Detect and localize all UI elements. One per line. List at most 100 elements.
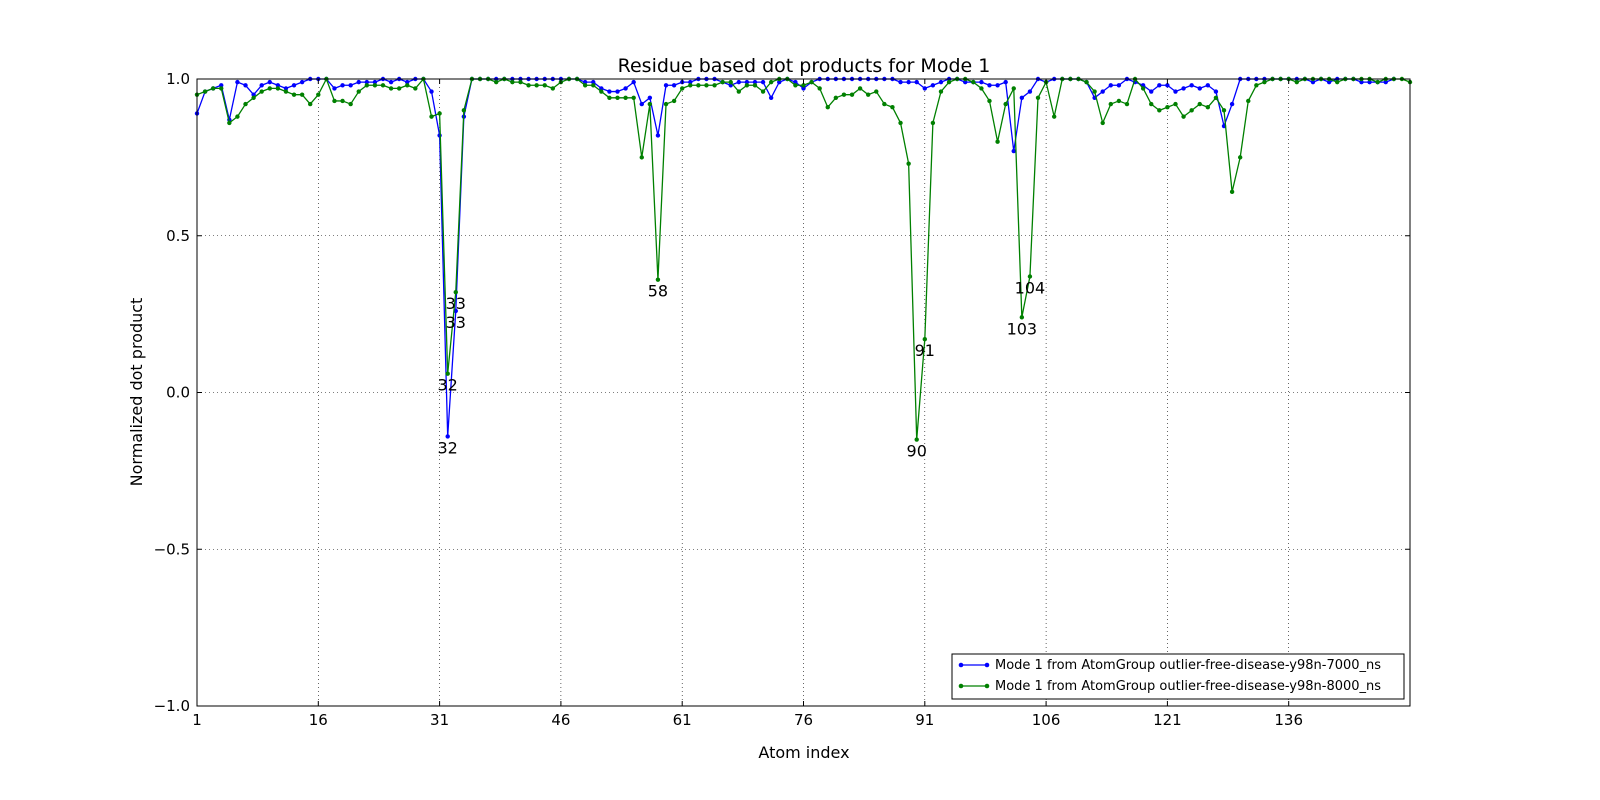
data-point	[388, 79, 394, 85]
data-point	[801, 83, 806, 88]
data-point	[526, 83, 531, 88]
data-point	[283, 86, 289, 91]
data-point	[364, 79, 370, 85]
data-point	[987, 83, 992, 88]
data-point	[809, 79, 814, 85]
data-point	[202, 89, 208, 94]
data-point	[987, 98, 992, 104]
data-point	[1003, 79, 1008, 85]
data-point	[647, 101, 653, 107]
data-point	[405, 79, 410, 85]
data-point	[793, 79, 798, 85]
data-point	[930, 120, 936, 126]
x-axis-label: Atom index	[758, 743, 849, 762]
data-point	[1173, 101, 1178, 107]
data-point	[1367, 79, 1372, 85]
data-point	[865, 92, 871, 97]
data-point	[1229, 101, 1235, 107]
data-point	[688, 79, 693, 85]
data-point	[243, 83, 248, 88]
data-point	[914, 437, 919, 442]
data-point	[299, 92, 305, 97]
data-point	[299, 79, 305, 85]
data-point	[1035, 95, 1041, 101]
x-tick-label: 31	[430, 711, 449, 729]
data-point	[1108, 101, 1113, 107]
series-0	[194, 76, 1397, 439]
data-point	[857, 86, 863, 91]
data-point	[696, 83, 701, 88]
data-point	[607, 89, 612, 94]
data-point	[801, 86, 806, 91]
data-point	[291, 83, 297, 88]
data-point	[1359, 79, 1364, 85]
data-point	[825, 105, 830, 110]
data-point	[1027, 89, 1033, 94]
data-point	[1335, 79, 1340, 85]
data-point	[1108, 83, 1113, 88]
data-point	[461, 108, 467, 113]
data-point	[356, 79, 361, 85]
data-point	[332, 98, 337, 104]
data-point	[898, 120, 903, 126]
data-point	[542, 83, 547, 88]
data-point	[898, 79, 903, 85]
data-point	[275, 83, 281, 88]
data-point	[1019, 315, 1025, 320]
legend-marker-1b	[984, 683, 990, 689]
data-point	[663, 101, 669, 107]
data-point	[251, 92, 256, 97]
data-point	[1197, 86, 1202, 91]
data-point	[582, 79, 588, 85]
data-point	[356, 89, 361, 94]
data-point	[518, 79, 523, 85]
y-tick-label: −1.0	[154, 697, 190, 715]
data-point	[372, 79, 378, 85]
data-point	[1229, 189, 1235, 195]
data-point	[930, 83, 936, 88]
data-point	[445, 371, 450, 376]
data-point	[235, 79, 240, 85]
y-tick-label: −0.5	[154, 540, 190, 558]
legend-label-1: Mode 1 from AtomGroup outlier-free-disea…	[995, 679, 1381, 694]
data-point	[1254, 83, 1259, 88]
annotations: 32 33 32 33 58 90 91 103 104	[438, 279, 1046, 461]
data-point	[938, 79, 944, 85]
data-point	[631, 79, 636, 85]
x-tick-label: 46	[551, 711, 570, 729]
data-point	[671, 83, 677, 88]
data-point	[1116, 83, 1122, 88]
data-point	[736, 79, 742, 85]
data-point	[639, 101, 644, 107]
data-point	[712, 83, 717, 88]
data-point	[437, 111, 442, 116]
data-point	[995, 83, 1000, 88]
data-point	[1011, 86, 1016, 91]
data-point	[922, 86, 927, 91]
data-point	[251, 95, 256, 101]
data-point	[768, 79, 774, 85]
annotation-label: 33	[446, 294, 466, 313]
data-point	[979, 86, 984, 91]
legend-entry-1: Mode 1 from AtomGroup outlier-free-disea…	[958, 679, 1381, 694]
data-point	[1149, 101, 1154, 107]
ticks: 1 16 31 46 61 76 91 106 121 136 −1.0 −0.5 0.0 0.5 1.0	[154, 70, 1410, 729]
data-point	[1326, 79, 1332, 85]
data-point	[429, 89, 434, 94]
data-point	[744, 83, 750, 88]
data-point	[720, 79, 725, 85]
data-point	[445, 434, 450, 439]
data-point	[647, 95, 653, 101]
x-tick-label: 91	[915, 711, 934, 729]
data-point	[582, 83, 588, 88]
data-point	[1221, 108, 1227, 113]
legend: Mode 1 from AtomGroup outlier-free-disea…	[951, 653, 1405, 700]
data-point	[1189, 83, 1194, 88]
data-point	[680, 86, 685, 91]
data-point	[1100, 120, 1105, 126]
annotation-label: 33	[446, 313, 466, 332]
data-point	[688, 83, 693, 88]
data-point	[760, 89, 766, 94]
data-point	[906, 161, 911, 166]
